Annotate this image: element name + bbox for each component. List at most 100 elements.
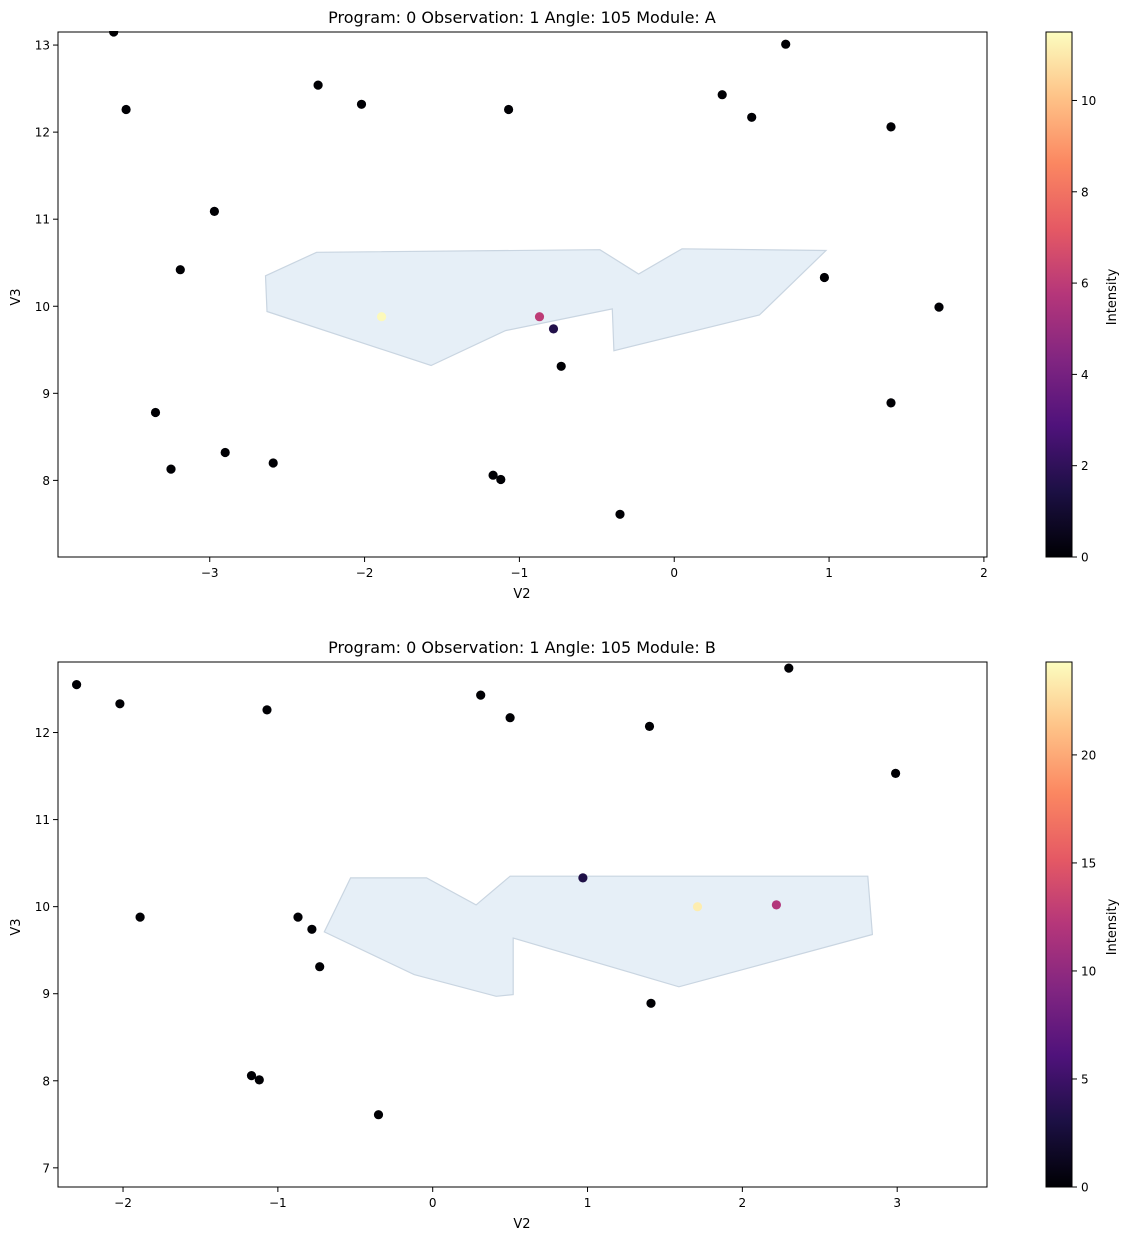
data-point — [254, 1075, 264, 1085]
chart-title: Program: 0 Observation: 1 Angle: 105 Mod… — [328, 8, 716, 27]
plot-frame — [57, 661, 988, 1188]
y-tick-label: 7 — [42, 1161, 50, 1175]
y-tick-label: 11 — [35, 213, 50, 227]
colorbar-tick-label: 10 — [1081, 94, 1096, 108]
chart-title: Program: 0 Observation: 1 Angle: 105 Mod… — [328, 638, 716, 657]
intensity-point — [692, 902, 703, 912]
x-tick-label: 3 — [893, 1196, 901, 1210]
y-tick-label: 12 — [35, 126, 50, 140]
y-axis-label: V3 — [9, 918, 24, 935]
data-point — [819, 272, 830, 283]
plot-frame — [57, 31, 988, 558]
y-axis-ticks: 8 9 10 11 12 13 — [35, 39, 58, 488]
data-point — [209, 206, 219, 216]
data-point — [644, 721, 655, 732]
x-axis-label: V2 — [513, 1217, 530, 1232]
data-point — [717, 90, 727, 100]
colorbar-gradient — [1045, 661, 1073, 1188]
colorbar: 0 2 4 6 8 10 Intensity — [1045, 31, 1120, 565]
data-point — [556, 361, 566, 371]
colorbar-tick-label: 10 — [1081, 964, 1096, 978]
y-tick-label: 10 — [35, 300, 50, 314]
y-tick-label: 11 — [35, 813, 50, 827]
x-tick-label: −3 — [201, 566, 219, 580]
data-point — [315, 962, 325, 972]
data-point — [262, 705, 272, 715]
data-point — [166, 464, 176, 474]
colorbar-tick-label: 4 — [1081, 368, 1089, 382]
data-point — [784, 663, 794, 673]
data-point — [115, 699, 125, 709]
x-axis-ticks: −2 −1 0 1 2 3 — [114, 1187, 901, 1210]
colorbar-tick-label: 0 — [1081, 1181, 1089, 1195]
x-tick-label: 2 — [739, 1196, 747, 1210]
y-axis-ticks: 7 8 9 10 11 12 — [35, 726, 58, 1175]
data-point — [175, 265, 185, 275]
data-point — [891, 768, 901, 779]
scatter-points — [109, 31, 944, 519]
y-tick-label: 8 — [42, 474, 50, 488]
colorbar-ticks: 0 5 10 15 20 — [1072, 748, 1096, 1195]
x-tick-label: −1 — [511, 566, 529, 580]
x-tick-label: −1 — [269, 1196, 287, 1210]
x-axis-label: V2 — [513, 587, 530, 602]
colorbar-tick-label: 8 — [1081, 185, 1089, 199]
x-tick-label: 0 — [429, 1196, 437, 1210]
footprint-polygon — [323, 875, 874, 997]
data-point — [313, 80, 323, 90]
x-tick-label: −2 — [114, 1196, 132, 1210]
data-point — [293, 912, 303, 922]
data-point — [886, 122, 896, 132]
y-tick-label: 8 — [42, 1074, 50, 1088]
data-point — [505, 713, 515, 723]
data-point — [934, 302, 944, 312]
intensity-point — [534, 312, 545, 322]
intensity-point — [771, 900, 782, 910]
intensity-point — [548, 324, 559, 334]
data-point — [373, 1110, 384, 1120]
data-point — [496, 474, 506, 485]
colorbar-tick-label: 5 — [1081, 1072, 1089, 1086]
colorbar-label: Intensity — [1105, 898, 1120, 955]
data-point — [615, 509, 625, 519]
data-point — [121, 104, 131, 115]
footprint-polygon — [264, 248, 828, 367]
colorbar-tick-label: 0 — [1081, 551, 1089, 565]
data-point — [72, 680, 82, 690]
data-point — [268, 458, 278, 468]
plot-area — [57, 661, 988, 1188]
data-point — [356, 99, 367, 109]
intensity-point — [578, 873, 588, 883]
y-tick-label: 12 — [35, 726, 50, 740]
data-point — [747, 112, 757, 122]
x-tick-label: 0 — [670, 566, 678, 580]
x-tick-label: 1 — [584, 1196, 592, 1210]
data-point — [781, 39, 791, 49]
x-tick-label: −2 — [356, 566, 374, 580]
colorbar-gradient — [1045, 31, 1073, 558]
data-point — [504, 104, 514, 115]
y-tick-label: 13 — [35, 39, 50, 53]
colorbar-tick-label: 2 — [1081, 459, 1089, 473]
y-tick-label: 9 — [42, 387, 50, 401]
data-point — [220, 447, 230, 458]
panel-module-b: Program: 0 Observation: 1 Angle: 105 Mod… — [9, 638, 1120, 1232]
colorbar-tick-label: 20 — [1081, 748, 1096, 762]
x-axis-ticks: −3 −2 −1 0 1 2 — [201, 557, 988, 580]
panel-module-a: Program: 0 Observation: 1 Angle: 105 Mod… — [9, 8, 1120, 602]
plot-area — [57, 31, 988, 558]
colorbar-tick-label: 15 — [1081, 856, 1096, 870]
data-point — [246, 1071, 257, 1081]
x-tick-label: 1 — [825, 566, 833, 580]
data-point — [150, 407, 161, 418]
data-point — [646, 998, 656, 1008]
colorbar-label: Intensity — [1105, 268, 1120, 325]
data-point — [476, 690, 486, 700]
data-point — [488, 470, 498, 480]
data-point — [307, 924, 317, 934]
scatter-points — [72, 663, 901, 1120]
data-point — [135, 912, 145, 922]
y-axis-label: V3 — [9, 288, 24, 305]
colorbar-ticks: 0 2 4 6 8 10 — [1072, 94, 1096, 565]
